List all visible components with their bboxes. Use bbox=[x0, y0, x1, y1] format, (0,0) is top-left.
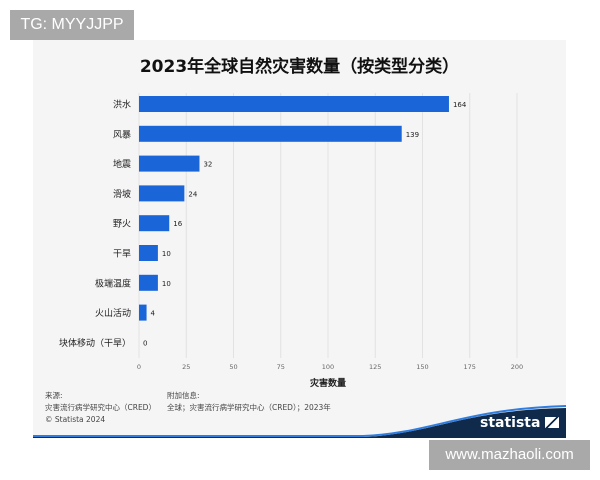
watermark-bottom: www.mazhaoli.com bbox=[429, 440, 590, 470]
x-tick-label: 75 bbox=[277, 363, 285, 371]
category-label: 干旱 bbox=[113, 249, 131, 260]
bar bbox=[139, 245, 158, 261]
bar bbox=[139, 155, 200, 172]
data-label: 0 bbox=[143, 339, 147, 347]
category-label: 极端温度 bbox=[95, 277, 131, 289]
category-label: 地震 bbox=[113, 158, 131, 170]
statista-logo[interactable]: statista bbox=[480, 415, 560, 431]
bar bbox=[139, 215, 170, 232]
info-text: 全球；灾害流行病学研究中心（CRED）；2023年 bbox=[167, 403, 331, 412]
x-tick-label: 50 bbox=[229, 363, 237, 371]
category-label: 火山活动 bbox=[95, 307, 131, 319]
bar bbox=[139, 274, 158, 291]
info-block: 附加信息: 全球；灾害流行病学研究中心（CRED）；2023年 bbox=[167, 390, 331, 414]
category-label: 风暴 bbox=[113, 129, 131, 140]
footer-band bbox=[33, 405, 566, 438]
x-tick-label: 150 bbox=[416, 363, 428, 371]
data-label: 24 bbox=[188, 190, 197, 198]
data-label: 10 bbox=[162, 250, 171, 258]
data-label: 32 bbox=[203, 161, 212, 169]
category-label: 滑坡 bbox=[113, 188, 131, 200]
bar bbox=[139, 125, 402, 142]
x-tick-label: 25 bbox=[182, 363, 190, 371]
data-label: 4 bbox=[151, 310, 156, 318]
bar bbox=[139, 304, 147, 321]
copyright: © Statista 2024 bbox=[45, 415, 106, 424]
x-tick-label: 0 bbox=[137, 363, 141, 371]
data-label: 16 bbox=[173, 220, 182, 228]
watermark-top: TG: MYYJJPP bbox=[10, 10, 134, 40]
x-tick-label: 200 bbox=[511, 363, 523, 371]
category-label: 野火 bbox=[113, 219, 131, 230]
category-label: 洪水 bbox=[113, 99, 131, 111]
x-tick-label: 125 bbox=[369, 363, 381, 371]
bar bbox=[139, 185, 185, 202]
info-label: 附加信息: bbox=[167, 391, 200, 400]
data-label: 10 bbox=[162, 280, 171, 288]
source-text: 灾害流行病学研究中心（CRED） bbox=[45, 403, 156, 412]
x-axis-title: 灾害数量 bbox=[310, 377, 346, 389]
x-tick-label: 175 bbox=[464, 363, 476, 371]
source-label: 来源: bbox=[45, 391, 63, 400]
data-label: 164 bbox=[453, 101, 467, 109]
chart-title: 2023年全球自然灾害数量（按类型分类） bbox=[139, 57, 460, 77]
statista-icon bbox=[545, 417, 560, 428]
category-label: 块体移动（干旱） bbox=[59, 337, 131, 349]
bar bbox=[139, 96, 449, 112]
chart-panel: 2023年全球自然灾害数量（按类型分类） 0 25 50 75 100 125 150 175… bbox=[33, 40, 566, 438]
data-label: 139 bbox=[406, 131, 419, 139]
x-tick-label: 100 bbox=[322, 363, 334, 371]
source-block: 来源: 灾害流行病学研究中心（CRED） © Statista 2024 bbox=[45, 390, 156, 426]
brand-text: statista bbox=[480, 415, 541, 431]
